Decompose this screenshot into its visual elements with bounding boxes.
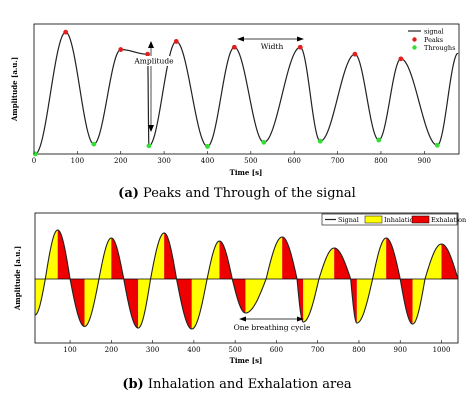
x-tick-label: 600 bbox=[288, 157, 301, 165]
x-tick-label: 800 bbox=[374, 157, 387, 165]
legend-exhalation-swatch bbox=[411, 215, 430, 224]
caption-b: (b) Inhalation and Exhalation area bbox=[0, 377, 474, 392]
legend-inhalation-label: Inhalation bbox=[384, 216, 418, 224]
trough-point bbox=[205, 144, 210, 149]
x-tick-label: 600 bbox=[270, 346, 283, 354]
x-tick-label: 700 bbox=[311, 346, 324, 354]
x-tick-label: 800 bbox=[352, 346, 365, 354]
chart-b-xlabel: Time [s] bbox=[230, 356, 263, 365]
x-tick-label: 300 bbox=[157, 157, 170, 165]
trough-point bbox=[376, 137, 382, 143]
caption-b-label: (b) bbox=[122, 377, 144, 392]
exhalation-area bbox=[386, 238, 413, 324]
cycle-arrowhead-left bbox=[239, 316, 246, 322]
chart-b-ylabel: Amplitude [a.u.] bbox=[13, 246, 22, 311]
width-arrowhead-right bbox=[297, 36, 304, 42]
x-tick-label: 900 bbox=[394, 346, 407, 354]
chart-a-ylabel: Amplitude [a.u.] bbox=[10, 57, 19, 122]
legend-throughs-label: Throughs bbox=[424, 44, 455, 52]
x-tick-label: 1000 bbox=[433, 346, 451, 354]
exhalation-area bbox=[57, 230, 85, 327]
cycle-arrowhead-right bbox=[297, 316, 304, 322]
x-tick-label: 700 bbox=[331, 157, 344, 165]
trough-point bbox=[32, 151, 38, 157]
amplitude-label: Amplitude bbox=[133, 57, 174, 66]
exhalation-area bbox=[441, 244, 458, 279]
peak-point bbox=[352, 51, 358, 57]
legend-peaks-swatch bbox=[412, 37, 417, 42]
x-tick-label: 400 bbox=[201, 157, 214, 165]
legend-peaks-label: Peaks bbox=[424, 36, 443, 44]
legend-throughs-swatch bbox=[412, 45, 417, 50]
inhalation-area bbox=[303, 248, 335, 322]
amplitude-arrowhead-top bbox=[148, 41, 154, 48]
peak-point bbox=[297, 44, 303, 50]
peak-point bbox=[63, 29, 69, 35]
trough-point bbox=[434, 142, 440, 148]
inhalation-area bbox=[356, 238, 387, 323]
trough-point bbox=[261, 139, 267, 145]
trough-point bbox=[146, 143, 152, 149]
peak-point bbox=[398, 56, 404, 62]
chart-b-signal-line bbox=[34, 229, 459, 330]
x-tick-label: 200 bbox=[114, 157, 127, 165]
x-tick-label: 100 bbox=[71, 157, 84, 165]
peak-point bbox=[145, 51, 151, 57]
peak-point bbox=[231, 44, 237, 50]
caption-a-label: (a) bbox=[118, 186, 139, 201]
width-label: Width bbox=[261, 42, 284, 51]
amplitude-arrowhead-bottom bbox=[148, 125, 154, 132]
chart-a-peaks bbox=[63, 29, 404, 62]
caption-a: (a) Peaks and Through of the signal bbox=[0, 186, 474, 201]
x-tick-label: 500 bbox=[228, 346, 241, 354]
chart-a-legend: signal Peaks Throughs bbox=[405, 26, 458, 53]
exhalation-area bbox=[282, 237, 304, 322]
chart-b-x-ticks: 100 200 300 400 500 600 700 800 900 1000 bbox=[63, 340, 450, 354]
chart-a-signal-line bbox=[35, 31, 459, 155]
x-tick-label: 0 bbox=[32, 157, 36, 165]
chart-b: 100 200 300 400 500 600 700 800 900 1000 One brea… bbox=[13, 212, 466, 365]
inhalation-area bbox=[412, 244, 442, 324]
chart-b-legend: Signal Inhalation Exhalation bbox=[321, 213, 466, 226]
chart-b-frame bbox=[34, 212, 459, 344]
trough-point bbox=[91, 141, 97, 147]
legend-signal-label: signal bbox=[424, 27, 444, 35]
exhalation-area bbox=[334, 248, 357, 323]
peak-point bbox=[118, 47, 124, 52]
x-tick-label: 400 bbox=[187, 346, 200, 354]
chart-a-xlabel: Time [s] bbox=[230, 168, 263, 177]
chart-a-frame bbox=[33, 23, 460, 155]
inhalation-area bbox=[35, 230, 58, 315]
x-tick-label: 500 bbox=[244, 157, 257, 165]
caption-a-text: Peaks and Through of the signal bbox=[143, 186, 356, 201]
caption-b-text: Inhalation and Exhalation area bbox=[147, 377, 352, 392]
chart-a-troughs bbox=[32, 137, 440, 157]
legend-exhalation-label: Exhalation bbox=[431, 216, 466, 224]
inhalation-area bbox=[245, 237, 283, 313]
x-tick-label: 900 bbox=[418, 157, 431, 165]
legend-signal-label-b: Signal bbox=[338, 216, 359, 224]
legend-inhalation-swatch bbox=[364, 215, 383, 224]
cycle-label: One breathing cycle bbox=[234, 323, 311, 332]
exhalation-area bbox=[219, 241, 246, 313]
chart-a-x-ticks: 0 100 200 300 400 500 600 700 800 900 bbox=[32, 151, 431, 165]
x-tick-label: 200 bbox=[105, 346, 118, 354]
x-tick-label: 100 bbox=[63, 346, 76, 354]
x-tick-label: 300 bbox=[146, 346, 159, 354]
width-arrowhead-left bbox=[237, 36, 244, 42]
trough-point bbox=[317, 138, 323, 144]
inhalation-area bbox=[138, 233, 165, 328]
exhalation-area bbox=[164, 233, 192, 329]
peak-point bbox=[173, 39, 179, 44]
chart-a: 0 100 200 300 400 500 600 700 800 900 Amplitude W… bbox=[10, 23, 460, 177]
